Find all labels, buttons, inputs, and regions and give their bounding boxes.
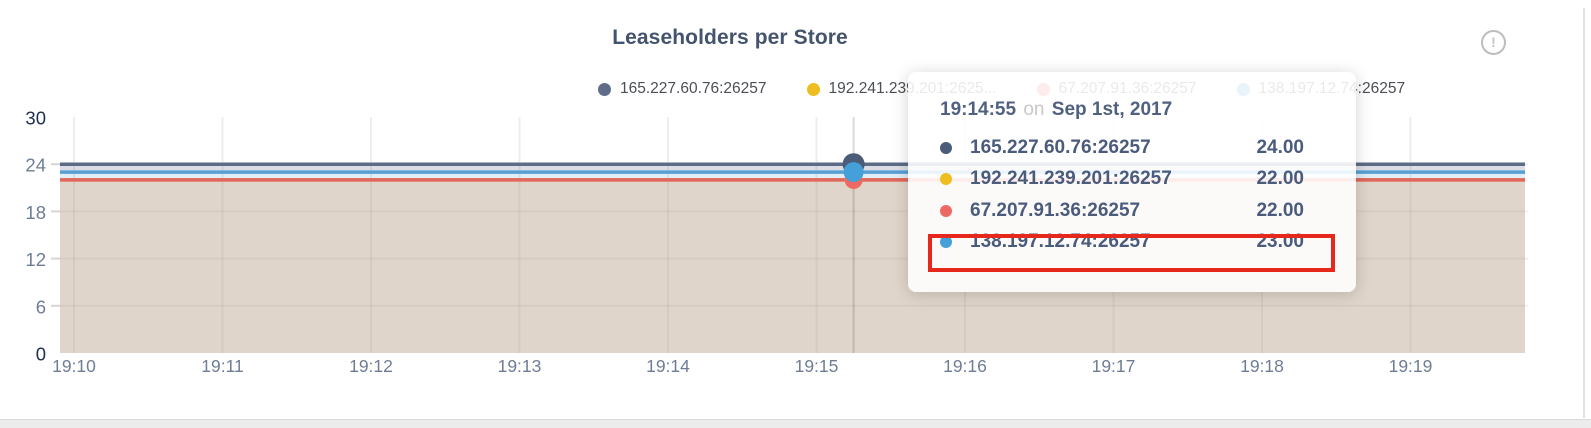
- svg-text:0: 0: [36, 344, 46, 365]
- panel-right-border: [1583, 8, 1585, 418]
- tooltip-row: 165.227.60.76:26257 24.00: [940, 132, 1304, 164]
- svg-text:12: 12: [25, 249, 46, 270]
- svg-text:18: 18: [25, 202, 46, 223]
- tooltip-time: 19:14:55: [940, 99, 1017, 120]
- info-icon[interactable]: !: [1481, 30, 1506, 55]
- svg-text:19:18: 19:18: [1240, 356, 1284, 376]
- tooltip-row-highlighted: 138.197.12.74:26257 23.00: [940, 227, 1304, 259]
- svg-text:19:11: 19:11: [201, 356, 244, 376]
- tooltip-on-word: on: [1023, 99, 1045, 120]
- hover-markers: [842, 153, 865, 189]
- legend-series-dot-icon: [806, 82, 820, 96]
- tooltip-date: Sep 1st, 2017: [1051, 99, 1173, 120]
- tooltip-row: 67.207.91.36:26257 22.00: [940, 195, 1304, 227]
- tooltip-rows: 165.227.60.76:26257 24.00 192.241.239.201:…: [940, 132, 1304, 258]
- series-color-dot-icon: [940, 236, 952, 249]
- legend-series-dot-icon: [598, 82, 611, 96]
- series-color-dot-icon: [940, 173, 952, 186]
- series-color-dot-icon: [940, 204, 952, 217]
- svg-text:19:19: 19:19: [1389, 356, 1433, 376]
- legend-item-label: 165.227.60.76:26257: [620, 80, 767, 97]
- svg-text:19:16: 19:16: [943, 356, 987, 376]
- series-value: 23.00: [1256, 231, 1304, 253]
- hover-tooltip: 19:14:55 on Sep 1st, 2017 165.227.60.76:…: [908, 72, 1356, 292]
- series-value: 22.00: [1256, 199, 1304, 221]
- series-value: 24.00: [1256, 136, 1304, 158]
- svg-text:19:15: 19:15: [795, 356, 839, 376]
- series-color-dot-icon: [940, 141, 952, 154]
- svg-text:19:14: 19:14: [646, 356, 690, 376]
- svg-text:30: 30: [25, 108, 46, 129]
- series-name: 192.241.239.201:26257: [970, 168, 1172, 190]
- svg-text:19:13: 19:13: [498, 356, 542, 376]
- series-value: 22.00: [1256, 168, 1304, 190]
- series-name: 138.197.12.74:26257: [970, 231, 1151, 253]
- svg-text:19:10: 19:10: [52, 356, 96, 376]
- series-name: 165.227.60.76:26257: [970, 136, 1151, 158]
- tooltip-row: 192.241.239.201:26257 22.00: [940, 164, 1304, 196]
- axis-labels: 19:10 19:11 19:12 19:13 19:14 19:15 19:16 19:17…: [25, 108, 1432, 377]
- tooltip-header: 19:14:55 on Sep 1st, 2017: [940, 97, 1304, 123]
- panel-bottom-edge: [0, 419, 1591, 428]
- svg-text:19:12: 19:12: [349, 356, 393, 376]
- svg-text:6: 6: [36, 296, 46, 317]
- chart-title: Leaseholders per Store: [612, 26, 848, 49]
- legend-item[interactable]: 165.227.60.76:26257: [598, 80, 767, 98]
- svg-text:24: 24: [25, 155, 46, 176]
- series-name: 67.207.91.36:26257: [970, 199, 1141, 221]
- svg-text:19:17: 19:17: [1092, 356, 1136, 376]
